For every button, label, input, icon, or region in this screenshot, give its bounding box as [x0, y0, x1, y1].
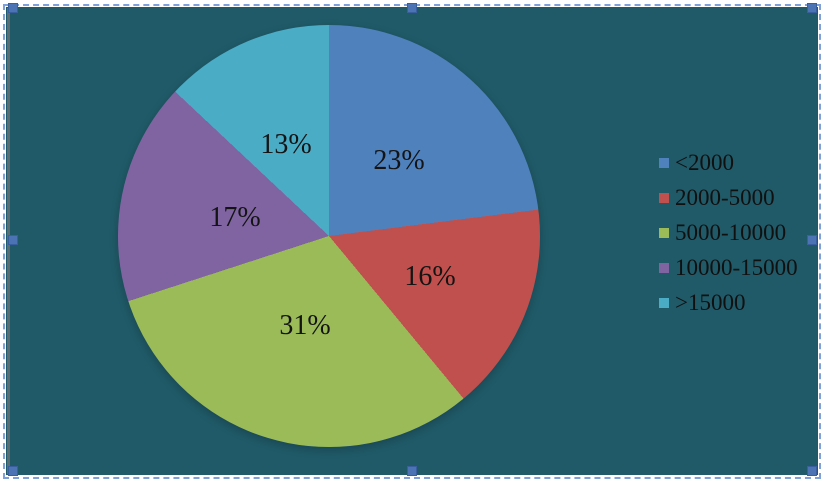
legend-item[interactable]: 5000-10000 — [659, 220, 798, 245]
legend-swatch-icon — [659, 298, 669, 308]
legend-swatch-icon — [659, 228, 669, 238]
selection-handle-right[interactable] — [807, 235, 817, 245]
pie-data-label: 13% — [260, 129, 312, 160]
selection-handle-bottom-right[interactable] — [807, 466, 817, 476]
pie-data-label: 16% — [404, 261, 456, 292]
selection-handle-bottom-left[interactable] — [8, 466, 18, 476]
chart-legend[interactable]: <2000 2000-5000 5000-10000 10000-15000 >… — [659, 150, 798, 315]
pie-chart[interactable] — [118, 25, 540, 447]
selection-handle-top-left[interactable] — [8, 3, 18, 13]
legend-item[interactable]: <2000 — [659, 150, 798, 175]
legend-item[interactable]: >15000 — [659, 290, 798, 315]
legend-swatch-icon — [659, 263, 669, 273]
legend-label: 5000-10000 — [675, 220, 787, 245]
selection-handle-top[interactable] — [407, 3, 417, 13]
pie-data-label: 17% — [209, 202, 261, 233]
legend-label: >15000 — [675, 290, 746, 315]
legend-label: 10000-15000 — [675, 255, 798, 280]
selection-handle-bottom[interactable] — [407, 466, 417, 476]
legend-swatch-icon — [659, 158, 669, 168]
pie-data-label: 23% — [373, 145, 425, 176]
selection-handle-top-right[interactable] — [807, 3, 817, 13]
legend-label: <2000 — [675, 150, 734, 175]
pie-data-label: 31% — [279, 310, 331, 341]
legend-item[interactable]: 2000-5000 — [659, 185, 798, 210]
legend-swatch-icon — [659, 193, 669, 203]
legend-item[interactable]: 10000-15000 — [659, 255, 798, 280]
legend-label: 2000-5000 — [675, 185, 775, 210]
selection-handle-left[interactable] — [8, 235, 18, 245]
